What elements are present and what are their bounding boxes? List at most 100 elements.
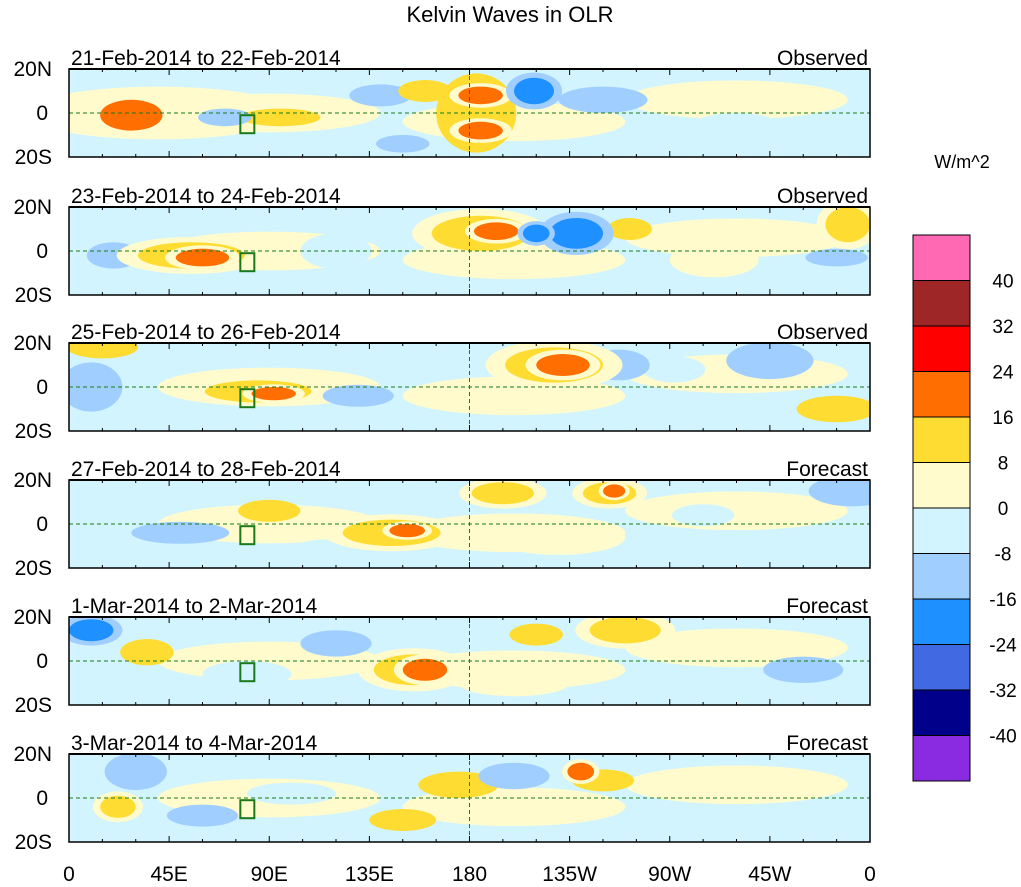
anomaly-contour (175, 248, 230, 267)
anomaly-contour (120, 639, 174, 666)
anomaly-contour (166, 804, 239, 827)
y-tick-label: 0 (36, 102, 48, 125)
map-panel-5 (69, 617, 870, 705)
x-tick-label: 135E (345, 863, 394, 886)
index-box (239, 388, 256, 409)
anomaly-contour (458, 121, 503, 140)
anomaly-contour (643, 356, 706, 383)
anomaly-contour (603, 484, 626, 498)
panel-status: Forecast (786, 595, 868, 618)
anomaly-contour (821, 480, 870, 502)
anomaly-contour (322, 384, 394, 407)
anomaly-contour (763, 802, 844, 829)
colorbar-swatch (912, 598, 971, 645)
y-tick-label: 0 (36, 376, 48, 399)
anomaly-contour (198, 108, 252, 127)
anomaly-contour (671, 504, 735, 527)
anomaly-contour (514, 77, 555, 105)
colorbar-swatch (912, 553, 971, 600)
index-box (239, 252, 256, 273)
anomaly-contour (389, 524, 426, 538)
y-tick-label: 20S (15, 557, 52, 580)
anomaly-contour (398, 80, 452, 102)
index-box (239, 525, 256, 546)
x-tick-label: 135W (542, 863, 597, 886)
y-tick-label: 20S (15, 420, 52, 443)
anomaly-contour (251, 387, 296, 401)
panel-status: Observed (777, 185, 868, 208)
anomaly-contour (238, 499, 301, 522)
anomaly-contour (69, 619, 114, 642)
x-tick-label: 45W (748, 863, 791, 886)
anomaly-contour (473, 222, 519, 240)
colorbar-label: 32 (992, 317, 1013, 338)
anomaly-contour (625, 218, 848, 258)
anomaly-contour (300, 630, 372, 657)
anomaly-contour (589, 617, 661, 644)
panel-date-range: 1-Mar-2014 to 2-Mar-2014 (71, 595, 318, 618)
y-tick-label: 20S (15, 831, 52, 854)
panel-date-range: 3-Mar-2014 to 4-Mar-2014 (71, 732, 318, 755)
y-tick-label: 0 (36, 240, 48, 263)
anomaly-contour (692, 113, 781, 140)
colorbar-label: 40 (992, 272, 1013, 293)
panel-status: Forecast (786, 732, 868, 755)
anomaly-contour (458, 669, 570, 697)
anomaly-contour (696, 776, 777, 803)
colorbar-label: 16 (992, 408, 1013, 429)
anomaly-contour (478, 762, 550, 790)
panel-date-range: 23-Feb-2014 to 24-Feb-2014 (71, 185, 341, 208)
y-tick-label: 20N (13, 469, 52, 492)
colorbar-swatch (912, 507, 971, 554)
colorbar-swatch (912, 234, 971, 281)
colorbar-swatch (912, 735, 971, 782)
colorbar-swatch (912, 371, 971, 418)
x-tick-label: 45E (150, 863, 187, 886)
index-box (239, 799, 256, 820)
colorbar-label: -16 (989, 590, 1016, 611)
colorbar-swatch (912, 416, 971, 463)
colorbar-swatch (912, 325, 971, 372)
anomaly-contour (738, 347, 802, 374)
anomaly-contour (349, 84, 412, 107)
panel-status: Observed (777, 321, 868, 344)
panel-status: Forecast (786, 458, 868, 481)
index-box (239, 114, 256, 135)
anomaly-contour (202, 661, 292, 688)
colorbar-label: -40 (989, 727, 1016, 748)
anomaly-contour (471, 482, 535, 505)
anomaly-contour (458, 86, 503, 105)
colorbar-units: W/m^2 (934, 152, 989, 172)
y-tick-label: 20N (13, 332, 52, 355)
y-tick-label: 0 (36, 650, 48, 673)
y-tick-label: 20S (15, 284, 52, 307)
anomaly-contour (100, 795, 136, 818)
anomaly-contour (131, 521, 230, 544)
colorbar-label: 8 (998, 454, 1009, 475)
panel-date-range: 25-Feb-2014 to 26-Feb-2014 (71, 321, 341, 344)
anomaly-contour (376, 135, 430, 153)
panel-date-range: 27-Feb-2014 to 28-Feb-2014 (71, 458, 341, 481)
x-tick-label: 90E (251, 863, 288, 886)
anomaly-contour (240, 108, 321, 127)
anomaly-contour (567, 762, 595, 781)
anomaly-contour (491, 519, 626, 555)
panel-date-range: 21-Feb-2014 to 22-Feb-2014 (71, 47, 341, 70)
colorbar-label: -32 (989, 681, 1016, 702)
colorbar-label: -24 (989, 636, 1017, 657)
colorbar-label: 0 (998, 499, 1009, 520)
anomaly-contour (402, 658, 448, 681)
anomaly-contour (549, 218, 603, 249)
x-tick-label: 90W (648, 863, 691, 886)
colorbar-swatch (912, 644, 971, 691)
anomaly-contour (805, 248, 868, 267)
chart-title: Kelvin Waves in OLR (406, 2, 613, 27)
anomaly-contour (676, 82, 730, 109)
anomaly-contour (113, 758, 158, 785)
y-tick-label: 20N (13, 606, 52, 629)
colorbar-swatch (912, 462, 971, 509)
y-tick-label: 0 (36, 787, 48, 810)
colorbar-swatch (912, 689, 971, 736)
anomaly-contour (796, 395, 870, 423)
